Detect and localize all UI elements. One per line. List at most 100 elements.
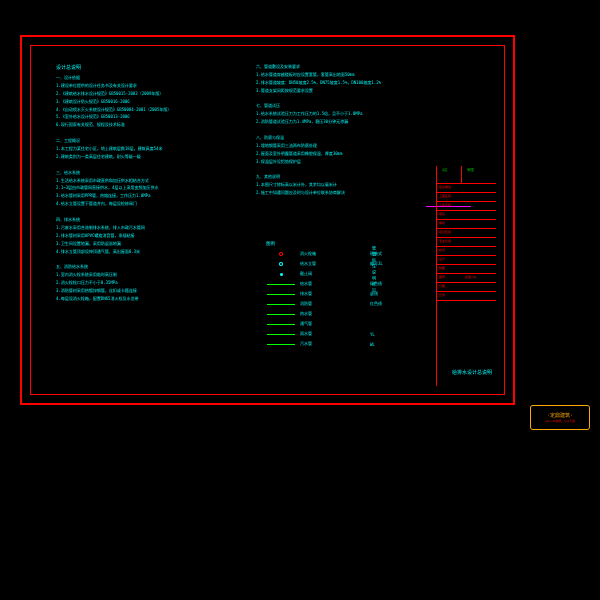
titleblock-label: 工程名称 xyxy=(439,194,451,198)
legend-row: 消防管 红色线 xyxy=(266,300,446,308)
spec-line: 1.埋地钢管采用三油两布防腐处理 xyxy=(256,143,456,149)
spec-line: 4.排水立管顶部设伸顶通气管，高出屋面0.3米 xyxy=(56,249,251,255)
legend-label: 排水管 xyxy=(300,291,360,297)
titleblock-label: 图号 xyxy=(439,275,445,279)
spec-line: 3.卫生间设置地漏，采用防返溢地漏 xyxy=(56,241,251,247)
titleblock-row: 设计 xyxy=(437,256,496,265)
legend-title: 图例 xyxy=(266,241,446,247)
titleblock-label: 建设单位 xyxy=(439,185,451,189)
spec-line: 2.消火栓栓口压力不小于0.35MPa xyxy=(56,280,251,286)
legend-row: 雨水管 YL xyxy=(266,330,446,338)
spec-line: 1.生活给水系统采用市政直供和加压供水相结合方式 xyxy=(56,178,251,184)
titleblock-row: 制图 xyxy=(437,265,496,274)
vertical-label: 管道标注说明详见 xyxy=(371,246,377,294)
legend-label: 消火栓箱 xyxy=(300,251,360,257)
titleblock-row: 专业负责 xyxy=(437,238,496,247)
legend-symbol-icon xyxy=(266,314,296,315)
spec-line: 九、其他说明 xyxy=(256,174,456,180)
legend-row: 通气管 xyxy=(266,320,446,328)
titleblock-row: 日期 xyxy=(437,283,496,292)
tb-header: A区 审图 xyxy=(437,166,496,184)
legend-symbol-icon xyxy=(266,344,296,345)
titleblock-row: 审定 xyxy=(437,211,496,220)
left-column: 设计总说明 一、设计依据 1.建设单位提供的设计任务书及有关设计要求 2.《建筑给水… xyxy=(56,64,251,304)
legend-label: 热水管 xyxy=(300,311,360,317)
titleblock: A区 审图 建设单位工程名称子项名称审定审核项目负责专业负责校对设计制图图号 水施… xyxy=(436,166,496,386)
titleblock-value: 水施-01 xyxy=(465,275,476,279)
legend-label-secondary: YL xyxy=(370,332,375,337)
titleblock-label: 设计 xyxy=(439,257,445,261)
spec-line: 2.消防管道试验压力为1.4MPa，稳压30分钟无渗漏 xyxy=(256,119,456,125)
legend-symbol-icon xyxy=(266,304,296,305)
titleblock-label: 制图 xyxy=(439,266,445,270)
titleblock-row: 校对 xyxy=(437,247,496,256)
spec-line xyxy=(256,167,456,173)
spec-line: 三、给水系统 xyxy=(56,170,251,176)
drawing-outer-frame: 设计总说明 一、设计依据 1.建设单位提供的设计任务书及有关设计要求 2.《建筑给水… xyxy=(20,35,515,405)
spec-line: 2.建筑类别为一类高层住宅建筑，耐火等级一级 xyxy=(56,154,251,160)
legend-label: 消防管 xyxy=(300,301,360,307)
titleblock-label: 比例 xyxy=(439,293,445,297)
spec-line: 二、工程概况 xyxy=(56,138,251,144)
spec-line: 七、管道试压 xyxy=(256,103,456,109)
titleblock-label: 日期 xyxy=(439,284,445,288)
titleblock-label: 项目负责 xyxy=(439,230,451,234)
legend-symbol-icon xyxy=(266,324,296,325)
legend-label: 雨水管 xyxy=(300,331,360,337)
spec-line: 六、管道敷设及安装要求 xyxy=(256,64,456,70)
drawing-sheet-title: 给排水设计总说明 xyxy=(452,369,492,376)
legend-label: 截止阀 xyxy=(300,271,360,277)
spec-line: 3.保温层外设铝箔保护层 xyxy=(256,159,456,165)
spec-line: 四、排水系统 xyxy=(56,217,251,223)
spec-line: 1.建设单位提供的设计任务书及有关设计要求 xyxy=(56,83,251,89)
watermark-subtitle: www.dd建筑.com下载 xyxy=(545,419,575,423)
main-title: 设计总说明 xyxy=(56,64,251,72)
watermark-title: ·定鼎建筑· xyxy=(547,412,573,419)
spec-line xyxy=(56,209,251,215)
titleblock-label: 审定 xyxy=(439,212,445,216)
spec-line: 1.给水系统试验压力为工作压力的1.5倍，且不小于1.0MPa xyxy=(256,111,456,117)
titleblock-row: 工程名称 xyxy=(437,193,496,202)
titleblock-label: 审核 xyxy=(439,221,445,225)
legend-symbol-icon xyxy=(266,284,296,285)
titleblock-row: 比例 xyxy=(437,292,496,301)
spec-line: 2.排水管材采用UPVC螺旋消音管，承插粘接 xyxy=(56,233,251,239)
spec-line: 3.给水管材采用PPR管，热熔连接，工作压力1.0MPa xyxy=(56,193,251,199)
tb-approval: A区 xyxy=(442,168,448,173)
spec-line: 1.给水管道穿越楼板时应设置套管，套管高出地面50mm xyxy=(256,72,456,78)
spec-line: 一、设计依据 xyxy=(56,75,251,81)
spec-line: 5.《室外给水设计规范》GB50013-2006 xyxy=(56,114,251,120)
legend-label: 给水管 xyxy=(300,281,360,287)
spec-line: 八、防腐与保温 xyxy=(256,135,456,141)
legend-label-secondary: 红色线 xyxy=(370,301,382,307)
titleblock-row: 建设单位 xyxy=(437,184,496,193)
spec-line: 6.现行国家有关规范、规程及技术标准 xyxy=(56,122,251,128)
spec-line: 2.1~3层由市政管网直接供水，4层以上采用变频加压供水 xyxy=(56,185,251,191)
legend-symbol-icon xyxy=(266,273,296,276)
legend-symbol-icon xyxy=(266,294,296,295)
titleblock-row: 图号 水施-01 xyxy=(437,274,496,283)
titleblock-label: 校对 xyxy=(439,248,445,252)
watermark-box: ·定鼎建筑· www.dd建筑.com下载 xyxy=(530,405,590,430)
spec-line: 2.施工中如遇问题应及时与设计单位联系协商解决 xyxy=(256,190,456,196)
spec-line: 4.每层设消火栓箱，配置DN65消火栓及水龙带 xyxy=(56,296,251,302)
spec-line: 3.《建筑设计防火规范》GB50016-2006 xyxy=(56,99,251,105)
titleblock-row: 子项名称 xyxy=(437,202,496,211)
spec-line xyxy=(256,127,456,133)
legend-label: 给水立管 xyxy=(300,261,360,267)
legend-label: 通气管 xyxy=(300,321,360,327)
spec-line xyxy=(56,162,251,168)
spec-line: 4.《自动喷水灭火系统设计规范》GB50084-2001（2005年版） xyxy=(56,107,251,113)
spec-line: 1.本工程为某住宅小区，地上建筑层数18层，建筑高度54米 xyxy=(56,146,251,152)
titleblock-row: 审核 xyxy=(437,220,496,229)
spec-line: 2.屋面及室外明露管道采用橡塑保温，厚度30mm xyxy=(256,151,456,157)
drawing-inner-frame: 设计总说明 一、设计依据 1.建设单位提供的设计任务书及有关设计要求 2.《建筑给水… xyxy=(30,45,505,395)
titleblock-row: 项目负责 xyxy=(437,229,496,238)
spec-line: 3.管道支架间距按规范要求设置 xyxy=(256,88,456,94)
spec-line xyxy=(56,256,251,262)
legend-symbol-icon xyxy=(266,262,296,266)
spec-line: 2.《建筑给水排水设计规范》GB50015-2003（2009年版） xyxy=(56,91,251,97)
tb-reviewer: 审图 xyxy=(467,168,474,173)
legend-row: 消火栓箱明装式 xyxy=(266,250,446,258)
titleblock-label: 专业负责 xyxy=(439,239,451,243)
